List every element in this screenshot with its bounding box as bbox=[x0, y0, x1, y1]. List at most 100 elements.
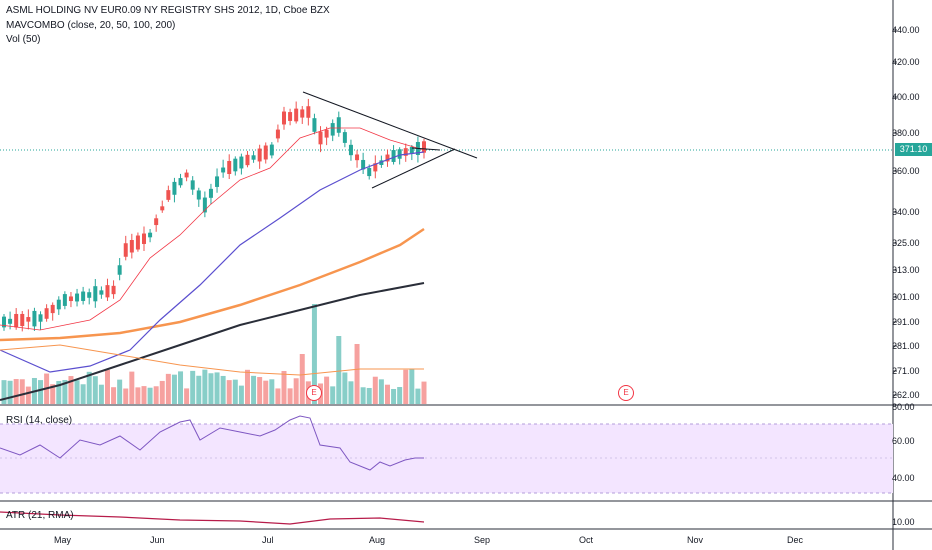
candle-body bbox=[172, 181, 177, 195]
volume-bar bbox=[220, 375, 226, 404]
trendline-lower bbox=[371, 148, 456, 189]
candle-body bbox=[184, 172, 189, 178]
earnings-marker-jul[interactable]: E bbox=[306, 385, 322, 401]
candle-body bbox=[355, 154, 360, 161]
volume-bar bbox=[56, 380, 62, 404]
candle-body bbox=[81, 291, 86, 301]
volume-bar bbox=[25, 386, 31, 404]
candle-body bbox=[26, 317, 31, 322]
volume-bar bbox=[153, 386, 159, 404]
time-axis-label: Jul bbox=[262, 535, 274, 545]
candle-body bbox=[373, 163, 378, 172]
symbol-title[interactable]: ASML HOLDING NV EUR0.09 NY REGISTRY SHS … bbox=[6, 5, 330, 16]
volume-bar bbox=[421, 381, 427, 404]
volume-bar bbox=[391, 388, 397, 404]
candle-body bbox=[300, 109, 305, 118]
candle-body bbox=[245, 154, 250, 166]
volume-bar bbox=[251, 375, 257, 404]
volume-bar bbox=[1, 380, 7, 404]
candle-body bbox=[294, 108, 299, 122]
candle-body bbox=[397, 149, 402, 159]
candle-body bbox=[422, 141, 426, 153]
price-scale-label: 380.00 bbox=[892, 128, 920, 138]
volume-bar bbox=[378, 379, 384, 404]
price-scale-label: 313.00 bbox=[892, 265, 920, 275]
candle-body bbox=[403, 148, 408, 156]
time-axis-label: Nov bbox=[687, 535, 704, 545]
ma100-line bbox=[0, 227, 425, 342]
candle-body bbox=[269, 144, 274, 156]
price-scale-label: 262.00 bbox=[892, 390, 920, 400]
candle-body bbox=[202, 197, 207, 213]
candle-body bbox=[379, 160, 384, 165]
volume-bar bbox=[244, 369, 250, 404]
candle-body bbox=[196, 190, 201, 200]
volume-bar bbox=[202, 369, 208, 404]
candle-body bbox=[348, 144, 353, 156]
volume-bar bbox=[196, 375, 202, 404]
candle-body bbox=[330, 123, 335, 136]
candle-body bbox=[257, 148, 262, 162]
volume-bar bbox=[214, 372, 220, 404]
rsi-scale-label: 40.00 bbox=[892, 473, 915, 483]
candle-body bbox=[20, 313, 25, 327]
time-axis-label: Oct bbox=[579, 535, 594, 545]
mavcombo-legend[interactable]: MAVCOMBO (close, 20, 50, 100, 200) bbox=[6, 20, 176, 31]
candle-body bbox=[93, 286, 98, 302]
candle-body bbox=[318, 131, 323, 145]
ma20-line bbox=[0, 127, 425, 331]
candle-body bbox=[99, 290, 104, 295]
volume-bar bbox=[415, 388, 421, 404]
volume-bar bbox=[50, 384, 56, 404]
volume-bar bbox=[287, 388, 293, 404]
candle-body bbox=[233, 158, 238, 172]
candle-body bbox=[123, 243, 128, 257]
volume-bar bbox=[384, 384, 390, 404]
candle-body bbox=[221, 167, 226, 173]
earnings-marker-oct[interactable]: E bbox=[618, 385, 634, 401]
candle-body bbox=[50, 304, 55, 314]
volume-bar bbox=[330, 386, 336, 404]
rsi-scale-label: 60.00 bbox=[892, 436, 915, 446]
candle-body bbox=[117, 265, 122, 275]
candle-body bbox=[385, 154, 390, 162]
candle-body bbox=[227, 160, 232, 175]
candle-body bbox=[111, 285, 116, 295]
volume-bar bbox=[409, 369, 415, 404]
candle-body bbox=[178, 178, 183, 186]
ma50-line bbox=[0, 151, 425, 373]
candle-body bbox=[251, 155, 256, 160]
candle-body bbox=[208, 188, 213, 198]
volume-bar bbox=[263, 380, 269, 404]
candle-body bbox=[312, 118, 317, 132]
current-price-tag: 371.10 bbox=[895, 143, 932, 156]
volume-bar bbox=[354, 344, 360, 404]
candle-body bbox=[215, 176, 220, 187]
atr-legend[interactable]: ATR (21, RMA) bbox=[6, 510, 74, 521]
candle-body bbox=[190, 180, 195, 190]
candle-body bbox=[14, 313, 19, 328]
candle-body bbox=[38, 314, 43, 322]
volume-bar bbox=[159, 380, 165, 404]
volume-legend[interactable]: Vol (50) bbox=[6, 34, 41, 45]
candle-body bbox=[44, 308, 49, 319]
volume-bar bbox=[165, 373, 171, 404]
time-axis-label: May bbox=[54, 535, 72, 545]
volume-bar bbox=[275, 388, 281, 404]
volume-bar bbox=[80, 384, 86, 404]
candle-body bbox=[342, 132, 347, 143]
volume-bar bbox=[208, 373, 214, 404]
volume-bar bbox=[171, 374, 177, 404]
price-scale-label: 281.00 bbox=[892, 341, 920, 351]
volume-bar bbox=[117, 379, 123, 404]
volume-bar bbox=[92, 376, 98, 404]
candle-body bbox=[148, 232, 153, 238]
volume-bar bbox=[342, 372, 348, 404]
volume-bar bbox=[336, 336, 342, 404]
candle-body bbox=[8, 318, 13, 324]
atr-scale-label: 10.00 bbox=[892, 517, 915, 527]
rsi-legend[interactable]: RSI (14, close) bbox=[6, 415, 73, 426]
price-scale-label: 360.00 bbox=[892, 166, 920, 176]
